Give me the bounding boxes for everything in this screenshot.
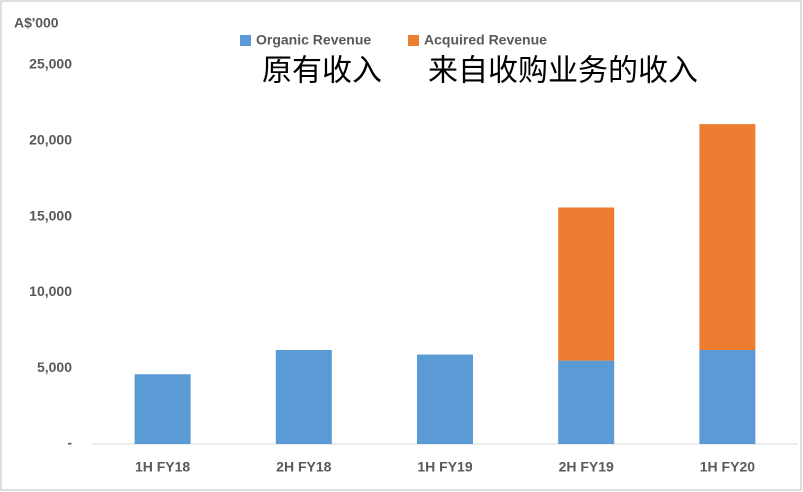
y-tick-label: 20,000 (29, 132, 72, 148)
x-tick-label: 2H FY19 (559, 459, 614, 475)
y-axis-label: A$'000 (14, 15, 59, 31)
legend-label: Acquired Revenue (424, 32, 547, 48)
annotation: 原有收入 (262, 54, 382, 89)
bar-segment (699, 350, 756, 444)
y-tick-label: 15,000 (29, 207, 72, 223)
bar-segment (134, 374, 191, 444)
x-tick-label: 2H FY18 (276, 459, 331, 475)
y-tick-label: 5,000 (37, 359, 72, 375)
y-tick-label: - (67, 435, 72, 451)
y-tick-label: 25,000 (29, 56, 72, 72)
x-tick-label: 1H FY20 (700, 459, 755, 475)
bar-segment (699, 124, 756, 351)
bar-segment (275, 350, 332, 444)
bar-segment (558, 360, 615, 444)
annotation: 来自收购业务的收入 (428, 54, 698, 89)
legend-swatch (240, 35, 251, 46)
x-tick-label: 1H FY18 (135, 459, 190, 475)
legend-label: Organic Revenue (256, 32, 371, 48)
legend-swatch (408, 35, 419, 46)
x-tick-label: 1H FY19 (417, 459, 472, 475)
bar-segment (558, 207, 615, 361)
y-tick-label: 10,000 (29, 283, 72, 299)
bar-segment (417, 354, 473, 444)
